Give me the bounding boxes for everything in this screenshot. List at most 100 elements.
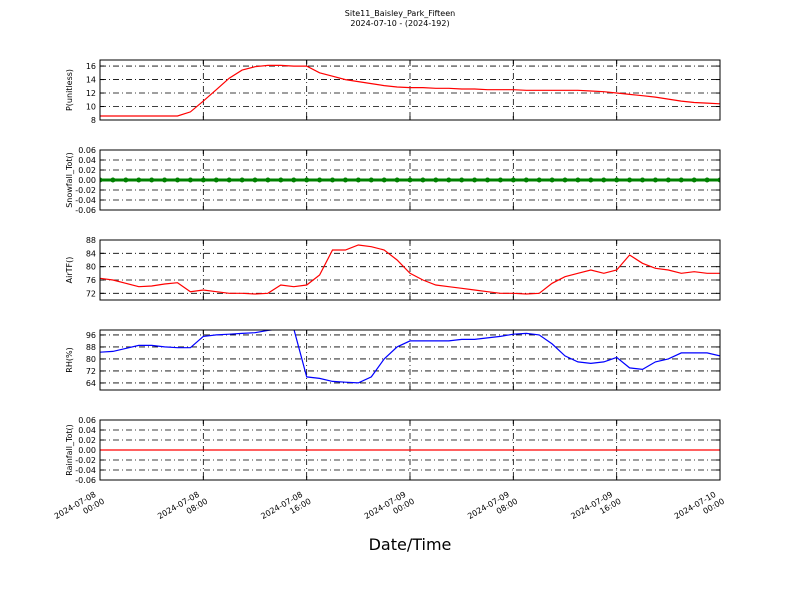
data-point	[717, 177, 720, 183]
y-axis-label: AirTF()	[65, 257, 74, 284]
panel-frame	[99, 149, 721, 211]
x-axis-label: Date/Time	[369, 535, 452, 554]
data-line	[100, 64, 720, 117]
y-tick-label: 12	[86, 89, 96, 98]
y-tick-label: 76	[86, 276, 96, 285]
y-tick-label: 88	[86, 343, 96, 352]
data-point	[665, 177, 671, 183]
data-point	[265, 177, 271, 183]
y-tick-label: 72	[86, 289, 96, 298]
data-point	[175, 177, 180, 183]
data-point	[355, 177, 361, 183]
x-tick-label: 2024-07-0808:00	[156, 488, 209, 530]
y-tick-label: -0.04	[75, 466, 96, 475]
plot-area	[100, 177, 720, 183]
data-point	[187, 177, 193, 183]
y-tick-label: 14	[86, 76, 96, 85]
data-point	[575, 177, 581, 183]
x-tick-label: 2024-07-0900:00	[363, 488, 416, 530]
y-tick-label: -0.06	[75, 206, 96, 215]
chart-title: Site11_Baisley_Park_Fifteen	[345, 9, 455, 18]
data-point	[291, 177, 297, 183]
data-point	[100, 177, 103, 183]
data-point	[562, 177, 568, 183]
data-point	[304, 177, 310, 183]
data-point	[330, 177, 335, 183]
y-axis-label: Snowfall_Tot()	[65, 152, 74, 208]
panel-frame	[99, 239, 721, 301]
data-point	[239, 177, 245, 183]
data-point	[536, 177, 542, 183]
y-tick-label: 0.04	[78, 156, 96, 165]
data-point	[704, 177, 710, 183]
y-axis-label: RH(%)	[65, 347, 74, 372]
plot-area	[100, 244, 720, 295]
y-tick-label: 0.00	[78, 176, 96, 185]
y-tick-label: 72	[86, 367, 96, 376]
data-point	[381, 177, 387, 183]
data-point	[627, 177, 633, 183]
y-tick-label: 80	[86, 263, 96, 272]
data-point	[368, 177, 374, 183]
data-point	[549, 177, 555, 183]
y-tick-label: 96	[86, 331, 96, 340]
x-tick-label: 2024-07-0916:00	[569, 488, 622, 530]
data-point	[601, 177, 607, 183]
data-point	[678, 177, 684, 183]
data-point	[278, 177, 284, 183]
x-tick-label: 2024-07-0816:00	[259, 488, 312, 530]
y-tick-label: -0.02	[75, 186, 96, 195]
x-tick-label: 2024-07-1000:00	[673, 488, 726, 530]
y-tick-label: 0.06	[78, 146, 96, 155]
data-point	[588, 177, 594, 183]
data-point	[136, 177, 142, 183]
panel-frame	[99, 59, 721, 121]
y-tick-label: 80	[86, 355, 96, 364]
y-axis-label: P(unitless)	[65, 69, 74, 111]
x-tick-label: 2024-07-0800:00	[53, 488, 106, 530]
data-point	[200, 177, 206, 183]
y-tick-label: 0.02	[78, 166, 96, 175]
y-tick-label: 16	[86, 62, 96, 71]
data-point	[472, 177, 478, 183]
y-tick-label: 0.04	[78, 426, 96, 435]
data-point	[213, 177, 219, 183]
plot-area	[100, 330, 720, 384]
data-point	[691, 177, 697, 183]
data-point	[640, 177, 645, 183]
y-tick-label: 64	[86, 379, 96, 388]
y-tick-label: 84	[86, 249, 96, 258]
y-tick-label: -0.04	[75, 196, 96, 205]
data-point	[342, 177, 348, 183]
y-tick-label: -0.02	[75, 456, 96, 465]
data-point	[420, 177, 426, 183]
data-point	[110, 177, 116, 183]
y-axis-label: Rainfall_Tot()	[65, 424, 74, 476]
panel-frame	[99, 419, 721, 481]
data-point	[446, 177, 452, 183]
data-point	[252, 177, 258, 183]
x-tick-label: 2024-07-0908:00	[466, 488, 519, 530]
plot-area	[100, 64, 720, 117]
panel-frame	[99, 329, 721, 391]
y-tick-label: 0.00	[78, 446, 96, 455]
chart-subtitle: 2024-07-10 - (2024-192)	[350, 19, 449, 28]
data-point	[652, 177, 658, 183]
data-point	[433, 177, 439, 183]
data-line	[100, 330, 720, 384]
data-point	[394, 177, 400, 183]
data-point	[523, 177, 529, 183]
y-tick-label: 88	[86, 236, 96, 245]
y-tick-label: 0.02	[78, 436, 96, 445]
data-point	[407, 177, 413, 183]
data-point	[510, 177, 516, 183]
data-point	[459, 177, 465, 183]
data-point	[226, 177, 232, 183]
data-point	[317, 177, 323, 183]
data-point	[485, 177, 490, 183]
data-point	[497, 177, 503, 183]
y-tick-label: -0.06	[75, 476, 96, 485]
data-line	[100, 244, 720, 295]
data-point	[149, 177, 155, 183]
